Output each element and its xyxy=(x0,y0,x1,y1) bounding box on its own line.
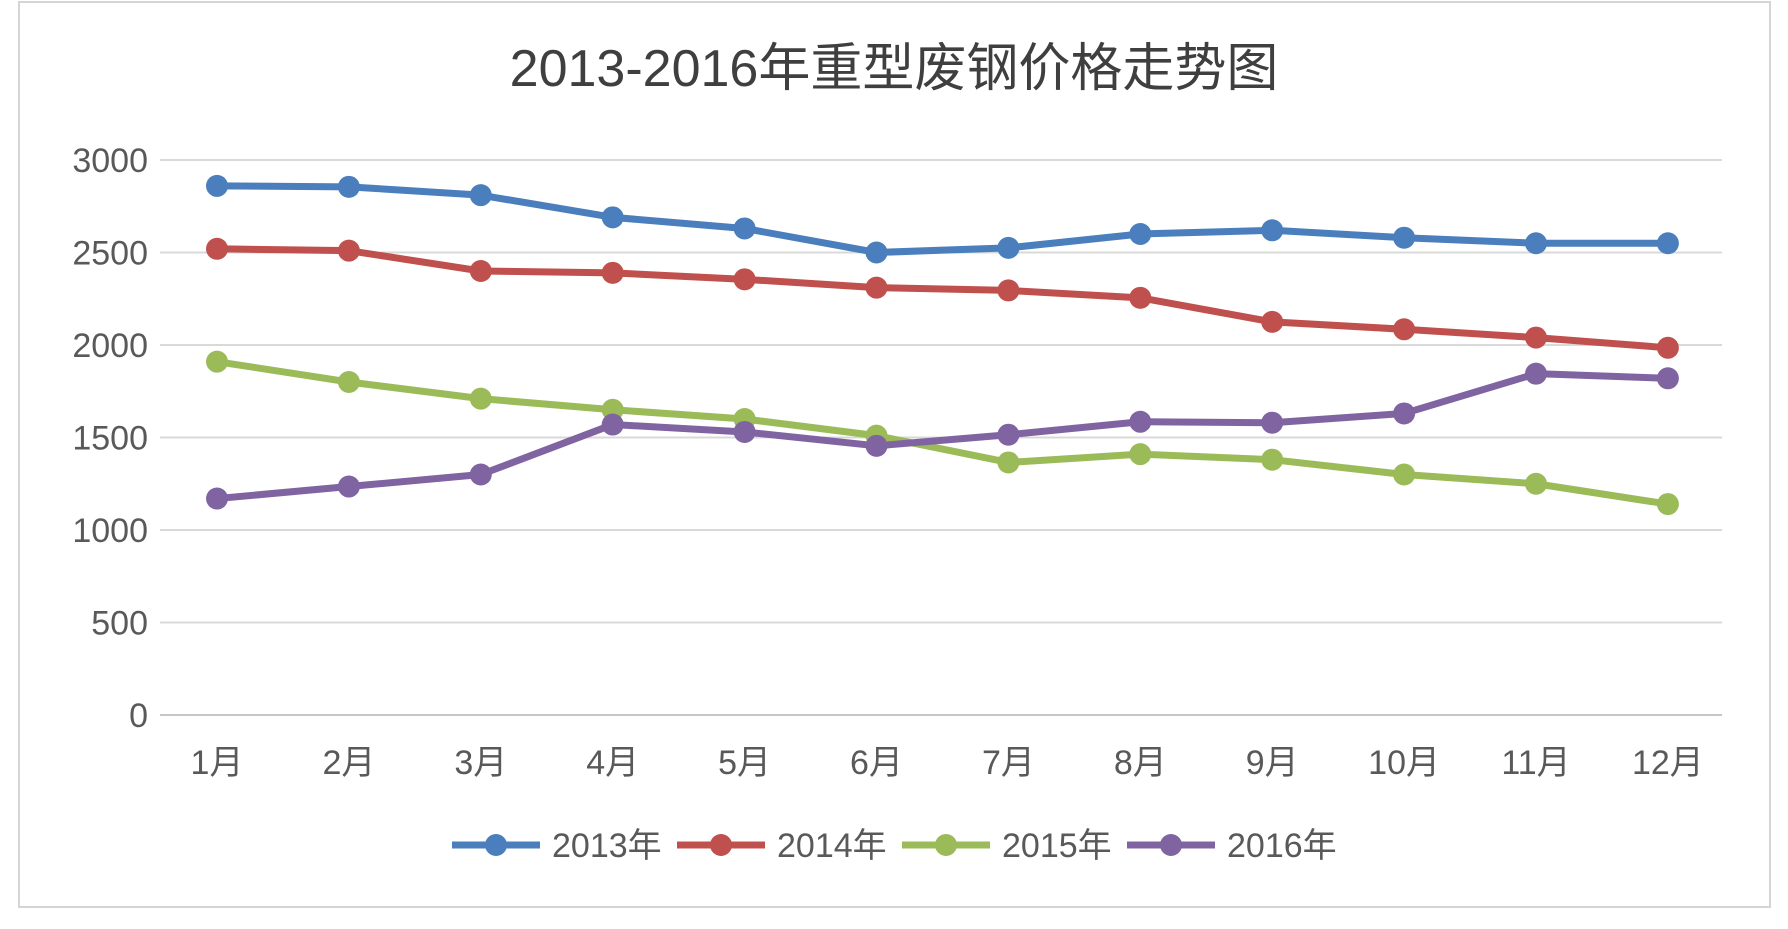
data-point-marker xyxy=(997,279,1020,302)
y-axis-tick-label: 0 xyxy=(129,697,148,735)
data-point-marker xyxy=(733,268,756,291)
y-axis-tick-label: 1000 xyxy=(72,512,148,550)
x-axis-label-month-4: 4月 xyxy=(586,744,639,782)
data-point-marker xyxy=(337,371,360,393)
data-point-marker xyxy=(1129,410,1152,433)
x-axis-label-month-5: 5月 xyxy=(718,744,771,782)
data-point-marker xyxy=(997,236,1020,259)
data-point-marker xyxy=(1261,219,1284,242)
data-point-marker xyxy=(601,261,624,284)
data-point-marker xyxy=(1393,318,1416,341)
y-axis-tick-label: 3000 xyxy=(72,142,148,180)
data-point-marker xyxy=(1525,326,1547,349)
data-point-marker xyxy=(1261,411,1284,434)
data-point-marker xyxy=(206,487,228,510)
data-point-marker xyxy=(865,276,888,299)
x-axis-label-month-2: 2月 xyxy=(322,744,375,782)
data-point-marker xyxy=(997,451,1020,474)
series-line-2013年 xyxy=(213,182,1672,256)
x-axis-label-month-11: 11月 xyxy=(1501,744,1570,782)
series-2015年 xyxy=(206,350,1679,516)
data-point-marker xyxy=(1393,226,1416,249)
data-point-marker xyxy=(1261,310,1284,333)
x-axis-label-month-8: 8月 xyxy=(1114,744,1167,782)
legend-label: 2013年 xyxy=(552,827,662,865)
data-point-marker xyxy=(1656,367,1679,390)
legend-label: 2016年 xyxy=(1227,827,1337,865)
y-axis-tick-label: 2500 xyxy=(72,235,148,273)
legend-item-2014年: 2014年 xyxy=(677,827,887,865)
data-point-marker xyxy=(1261,448,1284,471)
data-point-marker xyxy=(865,434,888,457)
x-axis-label-month-12: 12月 xyxy=(1632,744,1704,782)
legend-label: 2015年 xyxy=(1002,827,1112,865)
x-axis-label-month-10: 10月 xyxy=(1368,744,1440,782)
data-point-marker xyxy=(1393,402,1416,425)
series-line-2016年 xyxy=(213,370,1672,503)
x-axis-label-month-9: 9月 xyxy=(1246,744,1299,782)
data-point-marker xyxy=(1656,232,1679,255)
data-point-marker xyxy=(997,423,1020,446)
y-axis-tick-label: 1500 xyxy=(72,420,148,458)
x-axis-label-month-3: 3月 xyxy=(454,744,507,782)
data-point-marker xyxy=(601,413,624,436)
data-point-marker xyxy=(206,350,228,373)
series-2013年 xyxy=(206,174,1679,264)
data-point-marker xyxy=(1525,232,1547,255)
y-axis-tick-label: 500 xyxy=(91,605,148,643)
data-point-marker xyxy=(1656,336,1679,359)
data-point-marker xyxy=(1525,472,1547,495)
chart-border-frame xyxy=(18,1,1771,908)
data-point-marker xyxy=(337,475,360,498)
data-point-marker xyxy=(206,174,228,197)
series-line-2015年 xyxy=(213,358,1672,508)
data-point-marker xyxy=(337,175,360,198)
data-point-marker xyxy=(337,239,360,262)
legend-item-2015年: 2015年 xyxy=(902,827,1112,865)
chart-title: 2013-2016年重型废钢价格走势图 xyxy=(510,40,1279,98)
legend-dot-icon xyxy=(935,834,957,856)
data-point-marker xyxy=(1525,362,1547,385)
x-axis-label-month-6: 6月 xyxy=(850,744,903,782)
data-point-marker xyxy=(733,217,756,240)
data-point-marker xyxy=(469,184,492,207)
data-point-marker xyxy=(1129,286,1152,309)
data-point-marker xyxy=(1656,493,1679,516)
data-point-marker xyxy=(865,241,888,264)
y-axis-tick-label: 2000 xyxy=(72,327,148,365)
legend-item-2013年: 2013年 xyxy=(452,827,662,865)
series-2016年 xyxy=(206,362,1679,510)
data-point-marker xyxy=(469,463,492,486)
data-point-marker xyxy=(1129,223,1152,245)
series-line-2014年 xyxy=(213,245,1672,352)
data-point-marker xyxy=(469,260,492,282)
data-point-marker xyxy=(206,237,228,260)
data-point-marker xyxy=(733,420,756,443)
data-point-marker xyxy=(601,206,624,229)
legend-dot-icon xyxy=(710,834,732,856)
x-axis-label-month-7: 7月 xyxy=(982,744,1035,782)
legend-dot-icon xyxy=(1160,834,1182,856)
data-point-marker xyxy=(1393,463,1416,486)
data-point-marker xyxy=(1129,443,1152,466)
legend-label: 2014年 xyxy=(777,827,887,865)
legend-item-2016年: 2016年 xyxy=(1127,827,1337,865)
data-point-marker xyxy=(469,387,492,410)
series-2014年 xyxy=(206,237,1679,359)
x-axis-label-month-1: 1月 xyxy=(191,744,244,782)
legend-dot-icon xyxy=(485,834,507,856)
